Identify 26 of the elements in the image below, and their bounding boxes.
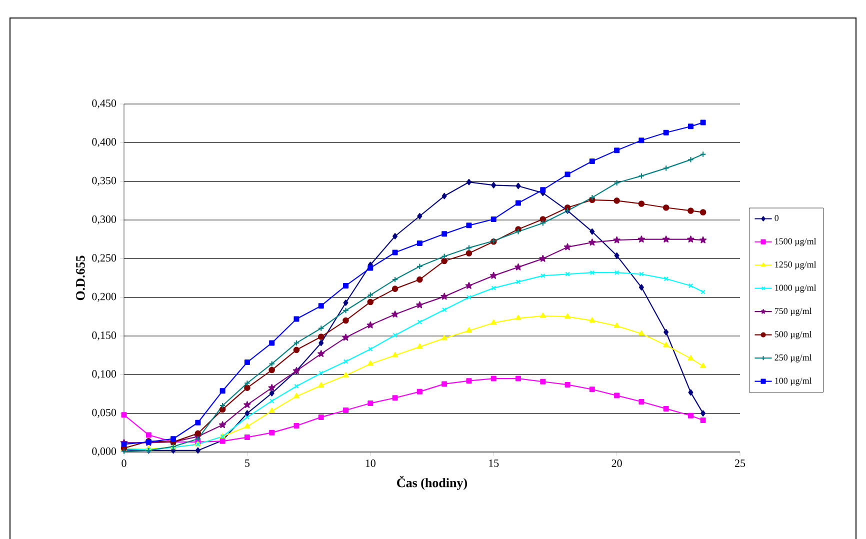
y-tick-label: 0,300 [92, 216, 116, 225]
legend-label: 750 µg/ml [774, 308, 812, 316]
y-tick-label: 0,100 [92, 370, 116, 380]
y-tick-label: 0,050 [92, 408, 116, 418]
y-tick-label: 0,400 [92, 138, 116, 148]
legend-label: 1250 µg/ml [775, 261, 816, 270]
legend-label: 0 [774, 214, 779, 222]
x-tick-label: 0 [122, 460, 126, 467]
x-tick-label: 25 [734, 460, 746, 467]
x-tick-label: 15 [489, 460, 499, 467]
legend-label: 100 µg/ml [775, 377, 812, 386]
y-tick-label: 0,350 [92, 176, 116, 186]
legend-label: 250 µg/ml [774, 354, 812, 362]
y-tick-label: 0,200 [92, 292, 116, 302]
legend-label: 500 µg/ml [774, 330, 812, 340]
y-tick-label: 0,150 [92, 332, 116, 341]
legend-label: 1500 µg/ml [775, 238, 816, 246]
x-tick-label: 20 [612, 460, 622, 467]
y-tick-label: 0,450 [92, 100, 116, 109]
x-tick-label: 5 [245, 460, 250, 467]
legend-label: 1000 µg/ml [775, 284, 816, 293]
x-axis-title: Čas (hodiny) [397, 476, 467, 490]
y-tick-label: 0,250 [92, 254, 116, 264]
x-tick-label: 10 [366, 460, 376, 467]
y-tick-label: 0,000 [92, 448, 116, 457]
y-axis-title: O.D.655 [76, 256, 85, 300]
